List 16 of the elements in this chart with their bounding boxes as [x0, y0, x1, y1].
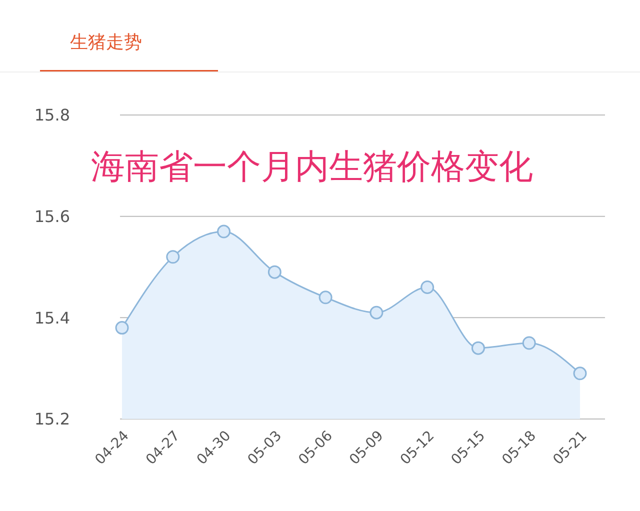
point [166, 250, 180, 264]
point [370, 306, 384, 320]
point [573, 366, 587, 380]
y-tick-label: 15.2 [34, 410, 70, 429]
point [318, 290, 332, 304]
y-tick-label: 15.6 [34, 206, 70, 226]
point [522, 336, 536, 350]
point [217, 224, 231, 238]
y-tick-label: 15.8 [34, 106, 70, 125]
y-tick-label: 15.4 [34, 308, 70, 328]
chart-title: 生猪走势 [70, 32, 142, 53]
text: 海南省一个月内生猪价格变化 [91, 147, 533, 187]
point [420, 280, 434, 294]
point [115, 321, 129, 335]
point [471, 341, 485, 355]
point [268, 265, 282, 279]
